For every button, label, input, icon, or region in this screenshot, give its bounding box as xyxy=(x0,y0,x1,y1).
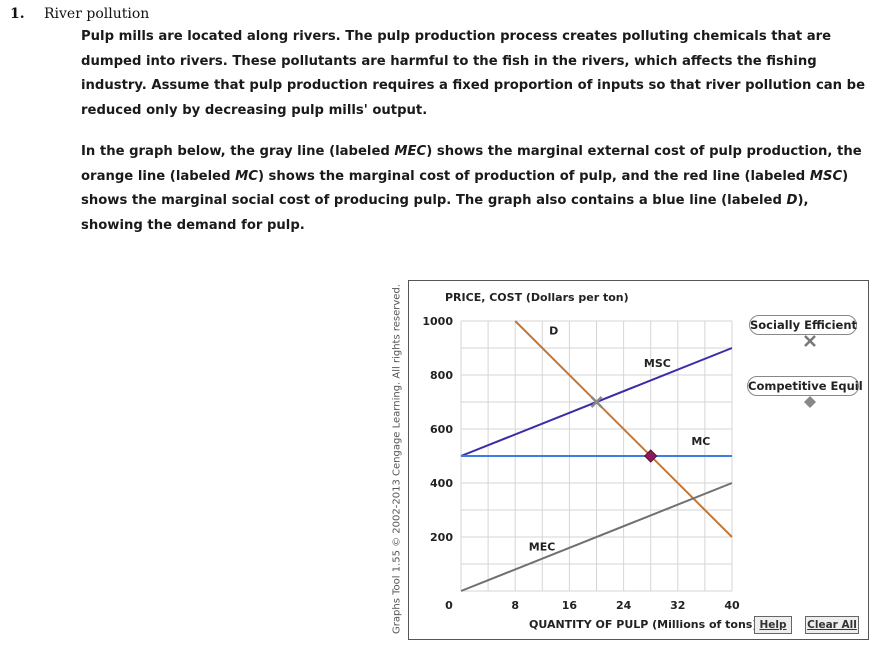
socially-efficient-marker[interactable] xyxy=(590,396,603,408)
y-tick-label: 600 xyxy=(430,423,453,436)
x-tick-label: 32 xyxy=(670,599,685,612)
p2-text-3: ) shows the marginal cost of production … xyxy=(257,168,810,184)
p2-text-5: ), showing the demand for pulp. xyxy=(81,193,809,233)
x-tick-label: 0 xyxy=(445,599,453,612)
series-label: MC xyxy=(691,435,710,448)
y-tick-label: 1000 xyxy=(422,315,453,328)
chart-series-labels: D MSC MC MEC xyxy=(529,325,711,554)
p2-text-4: ) shows the marginal social cost of prod… xyxy=(81,168,849,209)
p2-mc: MC xyxy=(235,168,258,184)
question-paragraph-2: In the graph below, the gray line (label… xyxy=(81,140,871,238)
question-number: 1. xyxy=(10,6,25,22)
p2-d: D xyxy=(786,193,798,208)
series-label: D xyxy=(549,325,558,338)
chart-ticks: 0 8 16 24 32 40 200 400 600 800 1000 xyxy=(422,315,740,612)
p2-msc: MSC xyxy=(809,168,843,184)
x-tick-label: 40 xyxy=(724,599,740,612)
diamond-marker-icon[interactable] xyxy=(803,395,817,409)
help-button[interactable]: Help xyxy=(754,616,792,634)
p2-text-2: ) shows the marginal external cost of pu… xyxy=(81,144,862,184)
y-tick-label: 400 xyxy=(430,477,453,490)
question-title: River pollution xyxy=(44,6,150,22)
y-tick-label: 800 xyxy=(430,369,453,382)
x-axis-label: QUANTITY OF PULP (Millions of tons) xyxy=(529,618,757,631)
competitive-equil-marker[interactable] xyxy=(643,449,658,463)
series-line-mec[interactable] xyxy=(460,482,733,592)
copyright-notice: Graphs Tool 1.55 © 2002-2013 Cengage Lea… xyxy=(386,280,408,638)
series-line-d[interactable] xyxy=(514,320,733,538)
x-marker-icon[interactable] xyxy=(803,334,817,348)
clear-all-button[interactable]: Clear All xyxy=(805,616,859,634)
competitive-equil-button[interactable]: Competitive Equil xyxy=(747,376,863,396)
copyright-text: Graphs Tool 1.55 © 2002-2013 Cengage Lea… xyxy=(391,284,403,634)
x-tick-label: 16 xyxy=(562,599,578,612)
y-tick-label: 200 xyxy=(430,531,453,544)
series-label: MSC xyxy=(644,357,671,370)
chart-markers[interactable] xyxy=(590,396,658,463)
chart-svg[interactable]: PRICE, COST (Dollars per ton) 0 8 16 24 32 40… xyxy=(409,281,868,639)
p2-mec: MEC xyxy=(394,144,427,159)
question-paragraph-1: Pulp mills are located along rivers. The… xyxy=(81,29,866,118)
series-label: MEC xyxy=(529,541,556,554)
x-tick-label: 24 xyxy=(616,599,632,612)
socially-efficient-button[interactable]: Socially Efficient xyxy=(749,315,857,335)
p2-text-1: In the graph below, the gray line (label… xyxy=(81,144,395,159)
marker-stroke xyxy=(590,396,603,408)
x-tick-label: 8 xyxy=(511,599,519,612)
graphs-tool[interactable]: PRICE, COST (Dollars per ton) 0 8 16 24 32 40… xyxy=(408,280,869,640)
y-axis-label: PRICE, COST (Dollars per ton) xyxy=(445,291,629,304)
